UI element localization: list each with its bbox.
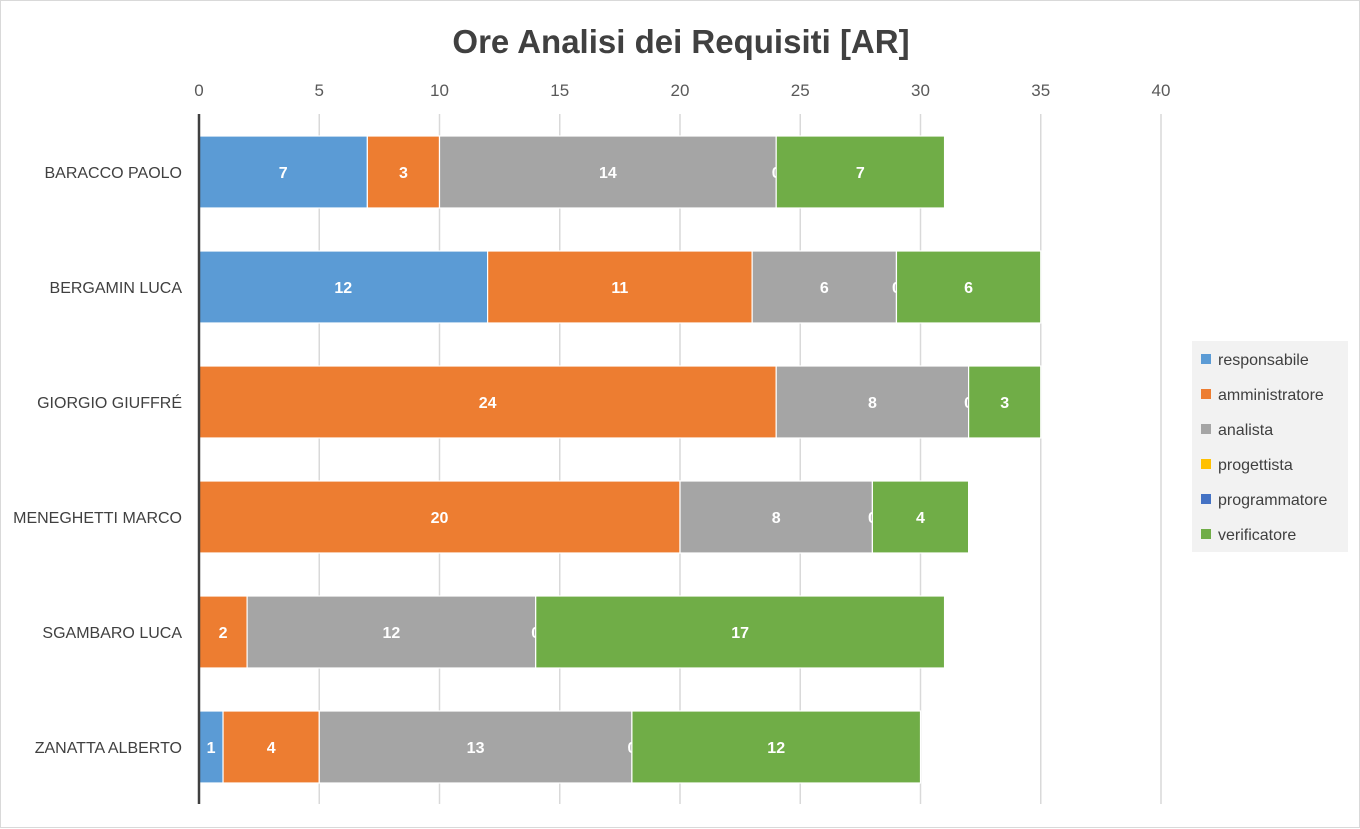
bar-verificatore[interactable] bbox=[535, 595, 946, 669]
x-tick-label: 30 bbox=[911, 81, 930, 100]
bar-amministratore[interactable] bbox=[366, 135, 441, 209]
x-tick-label: 15 bbox=[550, 81, 569, 100]
legend-swatch bbox=[1201, 389, 1211, 399]
data-label: 6 bbox=[820, 280, 829, 297]
data-label: 17 bbox=[731, 625, 749, 642]
bar-row: 731407 bbox=[198, 135, 946, 209]
bar-verificatore[interactable] bbox=[775, 135, 946, 209]
data-label: 20 bbox=[431, 510, 449, 527]
category-label: BERGAMIN LUCA bbox=[50, 280, 183, 297]
bar-analista[interactable] bbox=[438, 135, 777, 209]
category-label: BARACCO PAOLO bbox=[44, 165, 182, 182]
data-label: 4 bbox=[916, 510, 925, 527]
legend-swatch bbox=[1201, 494, 1211, 504]
legend-item-amministratore[interactable]: amministratore bbox=[1201, 387, 1324, 404]
x-tick-label: 40 bbox=[1152, 81, 1171, 100]
legend-label: programmatore bbox=[1218, 492, 1327, 509]
legend-item-analista[interactable]: analista bbox=[1201, 422, 1273, 439]
legend-item-programmatore[interactable]: programmatore bbox=[1201, 492, 1327, 509]
x-tick-label: 20 bbox=[671, 81, 690, 100]
bar-verificatore[interactable] bbox=[871, 480, 970, 554]
data-label: 12 bbox=[767, 740, 785, 757]
bar-analista[interactable] bbox=[318, 710, 633, 784]
data-label: 8 bbox=[772, 510, 781, 527]
legend[interactable]: responsabile amministratore analista proget… bbox=[1192, 341, 1348, 552]
bar-verificatore[interactable] bbox=[967, 365, 1042, 439]
data-label: 7 bbox=[279, 165, 288, 182]
bars: 731407121160602480302080402120171413012 bbox=[195, 135, 1042, 784]
chart-title: Ore Analisi dei Requisiti [AR] bbox=[452, 23, 909, 60]
legend-label: amministratore bbox=[1218, 387, 1324, 404]
x-tick-label: 0 bbox=[194, 81, 203, 100]
data-label: 24 bbox=[479, 395, 497, 412]
bar-verificatore[interactable] bbox=[631, 710, 922, 784]
legend-swatch bbox=[1201, 424, 1211, 434]
bar-row: 024803 bbox=[195, 365, 1042, 439]
category-label: SGAMBARO LUCA bbox=[42, 625, 182, 642]
bar-verificatore[interactable] bbox=[895, 250, 1042, 324]
legend-swatch bbox=[1201, 529, 1211, 539]
x-tick-label: 35 bbox=[1031, 81, 1050, 100]
legend-label: verificatore bbox=[1218, 527, 1296, 544]
data-label: 12 bbox=[383, 625, 401, 642]
legend-item-progettista[interactable]: progettista bbox=[1201, 457, 1293, 474]
x-tick-label: 5 bbox=[315, 81, 324, 100]
category-label: ZANATTA ALBERTO bbox=[35, 740, 182, 757]
legend-label: responsabile bbox=[1218, 352, 1309, 369]
bar-amministratore[interactable] bbox=[222, 710, 320, 784]
legend-background bbox=[1192, 341, 1348, 552]
bar-analista[interactable] bbox=[679, 480, 873, 554]
legend-label: progettista bbox=[1218, 457, 1293, 474]
data-label: 2 bbox=[219, 625, 228, 642]
legend-item-responsabile[interactable]: responsabile bbox=[1201, 352, 1309, 369]
legend-swatch bbox=[1201, 459, 1211, 469]
data-label: 3 bbox=[1000, 395, 1009, 412]
x-tick-label: 25 bbox=[791, 81, 810, 100]
category-labels: BARACCO PAOLO BERGAMIN LUCA GIORGIO GIUFFR… bbox=[13, 165, 182, 757]
x-tick-label: 10 bbox=[430, 81, 449, 100]
bar-row: 1211606 bbox=[198, 250, 1042, 324]
bar-analista[interactable] bbox=[246, 595, 537, 669]
data-label: 13 bbox=[467, 740, 485, 757]
legend-item-verificatore[interactable]: verificatore bbox=[1201, 527, 1296, 544]
data-label: 12 bbox=[334, 280, 352, 297]
bar-amministratore[interactable] bbox=[198, 480, 681, 554]
gridlines bbox=[318, 114, 1162, 804]
bar-row: 0212017 bbox=[195, 595, 946, 669]
data-label: 3 bbox=[399, 165, 408, 182]
data-label: 1 bbox=[207, 740, 216, 757]
legend-label: analista bbox=[1218, 422, 1273, 439]
x-axis-ticks: 0 5 10 15 20 25 30 35 40 bbox=[194, 81, 1170, 100]
data-label: 11 bbox=[611, 280, 628, 297]
legend-swatch bbox=[1201, 354, 1211, 364]
category-label: GIORGIO GIUFFRÉ bbox=[37, 393, 182, 412]
bar-analista[interactable] bbox=[775, 365, 970, 439]
data-label: 4 bbox=[267, 740, 276, 757]
category-label: MENEGHETTI MARCO bbox=[13, 510, 182, 527]
bar-row: 020804 bbox=[195, 480, 970, 554]
data-label: 6 bbox=[964, 280, 973, 297]
data-label: 8 bbox=[868, 395, 877, 412]
data-label: 7 bbox=[856, 165, 865, 182]
bar-row: 1413012 bbox=[198, 710, 922, 784]
data-label: 14 bbox=[599, 165, 617, 182]
